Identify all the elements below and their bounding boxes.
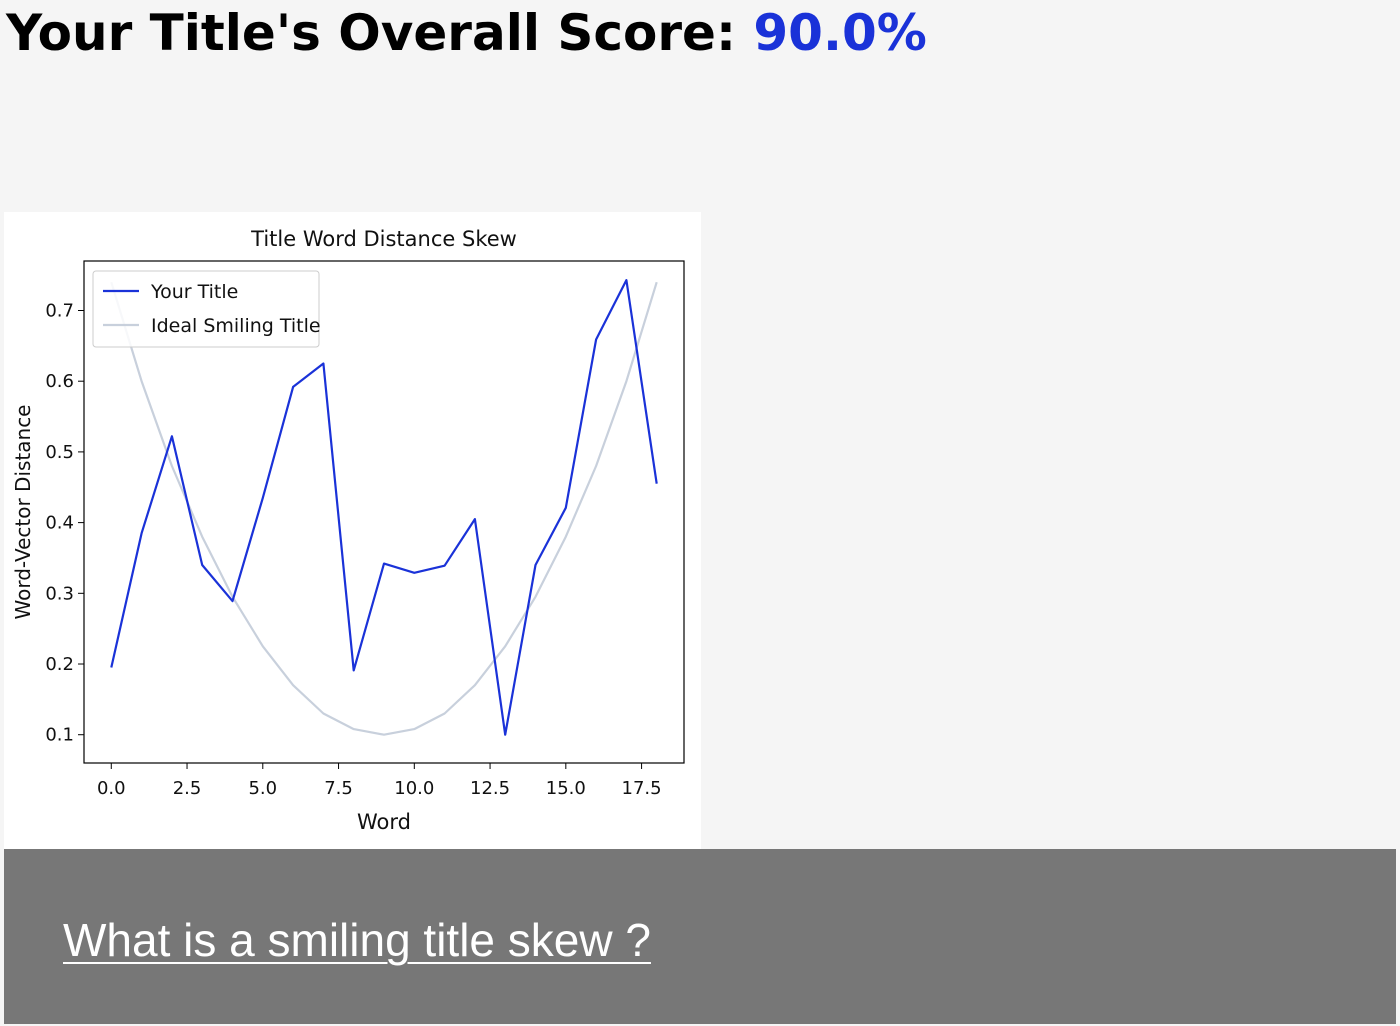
x-axis-label: Word: [357, 810, 411, 834]
y-tick-label: 0.4: [45, 513, 74, 534]
chart-series: [110, 278, 658, 736]
x-tick-label: 2.5: [173, 778, 202, 799]
overall-score-heading: Your Title's Overall Score: 90.0%: [6, 8, 927, 58]
x-tick-label: 5.0: [248, 778, 277, 799]
legend-label-ideal-title: Ideal Smiling Title: [151, 315, 321, 337]
y-tick-label: 0.5: [45, 442, 74, 463]
x-tick-label: 12.5: [470, 778, 510, 799]
chart-title: Title Word Distance Skew: [250, 227, 517, 251]
x-tick-label: 0.0: [97, 778, 126, 799]
score-label: Your Title's Overall Score:: [6, 4, 754, 62]
y-tick-label: 0.1: [45, 725, 74, 746]
y-tick-label: 0.2: [45, 654, 74, 675]
y-tick-label: 0.3: [45, 583, 74, 604]
word-distance-chart: Title Word Distance Skew 0.0 2.5 5.0 7.5 10.…: [11, 227, 685, 834]
plot-area-frame: [83, 260, 685, 764]
your-title-line: [110, 278, 658, 736]
chart-legend: Your Title Ideal Smiling Title: [92, 270, 321, 348]
footer-band: What is a smiling title skew ?: [4, 849, 1396, 1024]
x-tick-label: 15.0: [546, 778, 586, 799]
x-axis-ticks: 0.0 2.5 5.0 7.5 10.0 12.5 15.0 17.5: [97, 763, 662, 799]
x-tick-label: 7.5: [324, 778, 353, 799]
y-axis-label: Word-Vector Distance: [11, 405, 35, 620]
ideal-smiling-title-line: [110, 281, 658, 736]
x-tick-label: 17.5: [622, 778, 662, 799]
smiling-title-skew-link[interactable]: What is a smiling title skew ?: [63, 914, 651, 966]
y-tick-label: 0.6: [45, 371, 74, 392]
score-value: 90.0%: [753, 4, 927, 62]
x-tick-label: 10.0: [394, 778, 434, 799]
y-tick-label: 0.7: [45, 300, 74, 321]
y-axis-ticks: 0.1 0.2 0.3 0.4 0.5 0.6 0.7: [45, 300, 84, 746]
word-distance-chart-panel: Title Word Distance Skew 0.0 2.5 5.0 7.5 10.…: [4, 212, 701, 849]
legend-label-your-title: Your Title: [150, 281, 238, 303]
legend-box: [92, 270, 320, 348]
